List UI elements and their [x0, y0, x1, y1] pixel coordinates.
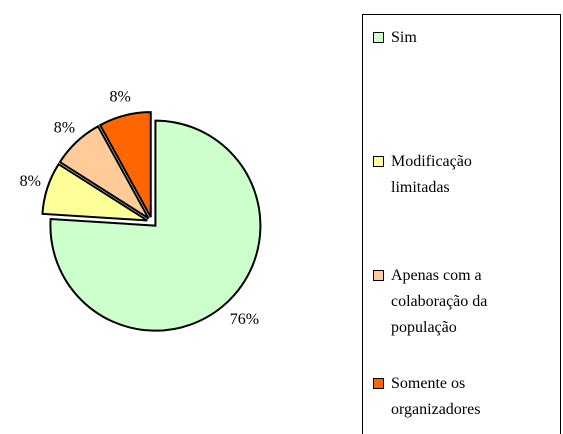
legend-label: Sim — [391, 29, 417, 46]
pie-slice — [58, 124, 150, 220]
pie-slice — [49, 119, 262, 332]
legend-swatch — [373, 156, 384, 167]
chart: 76% 8% 8% 8% — [20, 89, 262, 332]
legend-entry: Sim — [373, 25, 503, 51]
legend-entry: Apenas com a colaboração da população — [373, 263, 503, 341]
data-label: 8% — [54, 119, 75, 136]
pie-slice — [41, 162, 148, 222]
pie-slice — [98, 111, 152, 218]
legend-label: Apenas com a colaboração da população — [391, 267, 488, 336]
legend-swatch — [373, 32, 384, 43]
legend-entry: Somente os organizadores — [373, 371, 503, 423]
legend-swatch — [373, 378, 384, 389]
legend-swatch — [373, 270, 384, 281]
data-label: 8% — [20, 173, 41, 190]
data-label: 76% — [230, 311, 259, 328]
legend-entry: Modificação limitadas — [373, 149, 503, 201]
legend-label: Somente os organizadores — [391, 375, 481, 418]
data-label: 8% — [110, 89, 131, 106]
legend: Sim Modificação limitadas Apenas com a col… — [362, 14, 561, 434]
legend-label: Modificação limitadas — [391, 153, 472, 196]
